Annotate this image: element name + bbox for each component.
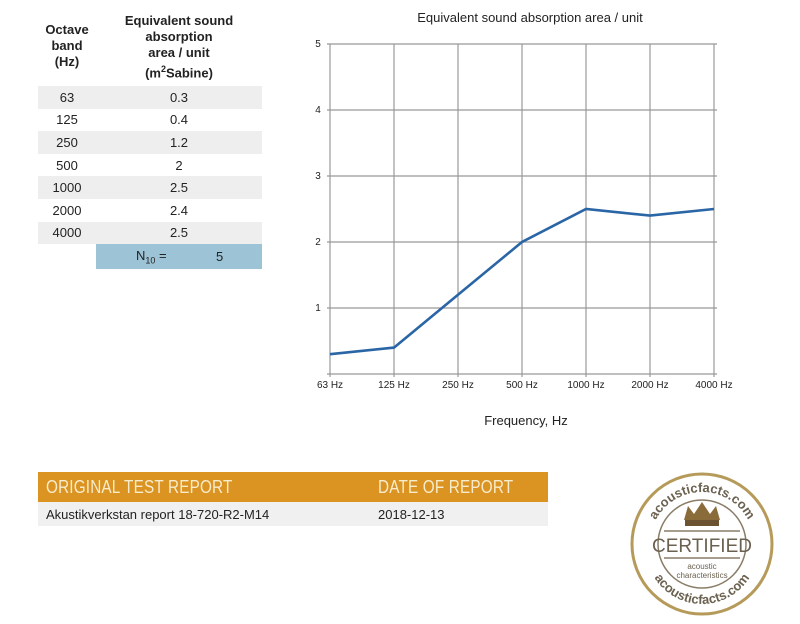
chart-grid bbox=[327, 43, 717, 377]
svg-text:3: 3 bbox=[315, 171, 321, 182]
series-line bbox=[329, 207, 715, 356]
svg-text:2: 2 bbox=[315, 237, 321, 248]
svg-text:5: 5 bbox=[315, 39, 321, 50]
band-cell: 125 bbox=[56, 112, 78, 128]
n10-summary: N10 = 5 bbox=[96, 244, 262, 269]
line-chart: Equivalent sound absorption area / unit … bbox=[315, 10, 733, 428]
original-report-heading: ORIGINAL TEST REPORT bbox=[46, 476, 233, 497]
header-line: absorption bbox=[145, 29, 213, 44]
unit-sup: 2 bbox=[160, 64, 166, 74]
band-cell: 500 bbox=[56, 157, 78, 173]
value-cell: 1.2 bbox=[169, 134, 189, 150]
svg-text:125 Hz: 125 Hz bbox=[378, 380, 410, 391]
x-axis-labels: 63 Hz 125 Hz 250 Hz 500 Hz 1000 Hz 2000 Hz 400… bbox=[317, 380, 733, 391]
svg-text:1000 Hz: 1000 Hz bbox=[567, 380, 604, 391]
x-axis-title: Frequency, Hz bbox=[484, 413, 568, 428]
report-name: Akustikverkstan report 18-720-R2-M14 bbox=[46, 506, 270, 522]
svg-text:500 Hz: 500 Hz bbox=[506, 380, 538, 391]
band-cell: 250 bbox=[56, 134, 78, 150]
certified-seal-icon: acousticfacts.com acousticfacts.com CERT… bbox=[630, 472, 774, 616]
crown-icon bbox=[684, 502, 720, 520]
report-header-bar: ORIGINAL TEST REPORT DATE OF REPORT bbox=[38, 472, 548, 502]
svg-text:4000 Hz: 4000 Hz bbox=[695, 380, 732, 391]
unit-text: (m bbox=[145, 65, 161, 81]
y-axis-labels: 1 2 3 4 5 bbox=[315, 39, 321, 314]
table-row: 63 0.3 bbox=[38, 86, 262, 109]
svg-text:1: 1 bbox=[315, 303, 321, 314]
table-header: Octave band (Hz) Equivalent sound absorp… bbox=[38, 10, 262, 86]
header-line: area / unit bbox=[148, 45, 210, 60]
header-line: (m2Sabine) bbox=[96, 61, 262, 81]
band-cell: 4000 bbox=[52, 225, 82, 241]
n10-n: N bbox=[136, 247, 146, 263]
svg-text:4: 4 bbox=[315, 105, 321, 116]
n10-label: N10 = bbox=[136, 248, 216, 266]
svg-text:2000 Hz: 2000 Hz bbox=[631, 380, 668, 391]
header-line: band bbox=[51, 38, 83, 53]
band-cell: 63 bbox=[59, 89, 75, 105]
table-row: 125 0.4 bbox=[38, 109, 262, 132]
band-cell: 2000 bbox=[52, 202, 82, 218]
report-row: Akustikverkstan report 18-720-R2-M14 201… bbox=[38, 502, 548, 526]
table-row: 250 1.2 bbox=[38, 131, 262, 154]
n10-sub: 10 bbox=[145, 255, 156, 266]
chart-title: Equivalent sound absorption area / unit bbox=[417, 10, 643, 25]
seal-line2: characteristics bbox=[676, 571, 727, 580]
value-cell: 0.3 bbox=[169, 89, 189, 105]
value-cell: 0.4 bbox=[169, 112, 189, 128]
absorption-header: Equivalent sound absorption area / unit … bbox=[96, 10, 262, 86]
seal-certified: CERTIFIED bbox=[652, 536, 752, 557]
octave-band-header: Octave band (Hz) bbox=[38, 10, 96, 86]
value-cell: 2.5 bbox=[169, 225, 189, 241]
value-cell: 2.5 bbox=[169, 180, 189, 196]
report-date: 2018-12-13 bbox=[378, 506, 445, 522]
header-line: (Hz) bbox=[54, 54, 80, 69]
seal-line1: acoustic bbox=[687, 562, 716, 571]
table-row: 500 2 bbox=[38, 154, 262, 177]
absorption-table: Octave band (Hz) Equivalent sound absorp… bbox=[38, 10, 262, 245]
value-cell: 2 bbox=[175, 157, 183, 173]
date-heading: DATE OF REPORT bbox=[378, 476, 514, 497]
header-line: Equivalent sound bbox=[124, 13, 234, 28]
band-cell: 1000 bbox=[52, 180, 82, 196]
svg-text:250 Hz: 250 Hz bbox=[442, 380, 474, 391]
n10-eq: = bbox=[155, 247, 167, 263]
unit-text: Sabine) bbox=[165, 65, 213, 81]
header-line: Octave bbox=[45, 22, 89, 37]
table-row: 1000 2.5 bbox=[38, 176, 262, 199]
table-row: 2000 2.4 bbox=[38, 199, 262, 222]
svg-text:63 Hz: 63 Hz bbox=[317, 380, 343, 391]
n10-value: 5 bbox=[216, 249, 224, 264]
value-cell: 2.4 bbox=[169, 202, 189, 218]
table-row: 4000 2.5 bbox=[38, 221, 262, 245]
